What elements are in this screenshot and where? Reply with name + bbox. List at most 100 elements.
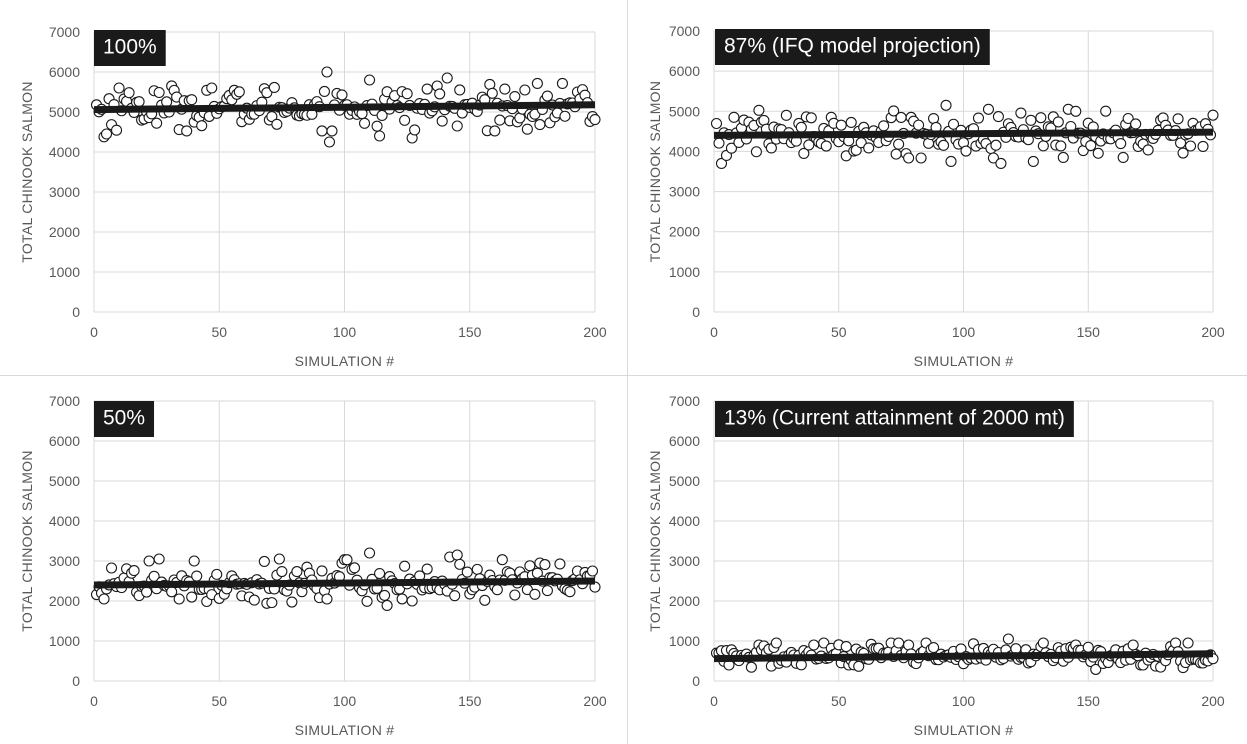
data-point: [878, 120, 890, 132]
data-point: [191, 570, 203, 582]
data-point: [276, 565, 288, 578]
data-point: [363, 74, 376, 86]
data-point: [374, 567, 386, 580]
x-tick-label: 0: [90, 324, 98, 340]
data-point: [725, 142, 738, 154]
data-point: [539, 559, 551, 571]
y-tick-label: 4000: [669, 513, 700, 529]
data-point: [940, 99, 952, 111]
data-point: [1052, 116, 1064, 128]
data-point: [982, 103, 995, 115]
data-point: [434, 88, 446, 100]
scatter-chart-svg: 0 1000 2000 3000 4000 5000 6000 7000 0 50 100 150 20…: [647, 393, 1225, 738]
y-axis-title: TOTAL CHINOOK SALMON: [647, 450, 663, 632]
data-point: [286, 596, 298, 608]
y-tick-label: 7000: [49, 393, 80, 409]
data-point: [1090, 663, 1102, 675]
data-point: [1122, 112, 1134, 125]
data-point: [123, 87, 135, 99]
data-point: [589, 113, 601, 126]
data-point: [361, 595, 373, 607]
x-tick-label: 0: [710, 693, 718, 709]
data-point: [987, 152, 999, 164]
data-point: [534, 119, 546, 131]
data-point: [1057, 151, 1069, 164]
x-tick-label: 150: [458, 693, 482, 709]
x-axis-title: SIMULATION #: [295, 353, 395, 369]
data-point: [273, 553, 285, 565]
data-point: [181, 125, 193, 137]
data-point: [1035, 112, 1047, 124]
data-point: [840, 641, 852, 653]
data-point: [888, 105, 900, 117]
data-point: [491, 584, 503, 596]
data-point: [541, 90, 553, 102]
data-point: [713, 137, 725, 149]
data-point: [153, 553, 165, 565]
data-point: [863, 142, 875, 154]
data-point: [321, 66, 333, 78]
data-point: [1115, 137, 1127, 150]
data-point: [1092, 147, 1104, 159]
data-point: [421, 83, 433, 95]
data-point: [519, 84, 531, 96]
data-point: [143, 555, 155, 567]
data-point: [141, 586, 153, 598]
data-point: [1184, 140, 1197, 152]
data-point: [745, 661, 757, 673]
y-tick-label: 7000: [669, 23, 700, 39]
y-tick-label: 6000: [49, 64, 80, 80]
data-point: [151, 117, 163, 129]
data-point: [805, 112, 817, 124]
chart-panel-13-percent: 0 1000 2000 3000 4000 5000 6000 7000 0 50 100 150 20…: [628, 376, 1247, 744]
data-point: [1037, 140, 1049, 152]
data-point: [188, 555, 200, 567]
scatter-chart-svg: 0 1000 2000 3000 4000 5000 6000 7000 0 50 100 150 20…: [19, 393, 607, 738]
panel-title-background: [715, 29, 990, 65]
data-point: [1197, 140, 1209, 152]
panel-title-background: [715, 401, 1074, 437]
data-point: [753, 104, 765, 116]
data-point: [479, 594, 491, 606]
data-point: [316, 565, 328, 577]
x-tick-label: 200: [583, 324, 607, 340]
x-tick-label: 200: [1201, 324, 1225, 340]
scatter-chart-svg: 0 1000 2000 3000 4000 5000 6000 7000 0 50 100 150 20…: [19, 24, 607, 369]
y-tick-label: 4000: [49, 513, 80, 529]
data-point: [341, 554, 353, 566]
data-point: [451, 120, 463, 132]
data-point: [750, 146, 762, 158]
data-point: [454, 558, 466, 570]
data-point: [1117, 151, 1129, 163]
y-axis-title: TOTAL CHINOOK SALMON: [647, 81, 663, 263]
data-point: [376, 109, 388, 122]
data-point: [798, 147, 810, 159]
data-point: [1142, 144, 1154, 156]
y-tick-label: 5000: [49, 473, 80, 489]
data-point: [795, 659, 807, 671]
data-point: [454, 84, 466, 96]
y-tick-label: 1000: [49, 264, 80, 280]
data-point: [1025, 114, 1037, 126]
data-point: [379, 589, 391, 601]
data-point: [348, 562, 361, 574]
y-axis-title: TOTAL CHINOOK SALMON: [19, 81, 35, 263]
data-point: [399, 560, 411, 572]
data-point: [196, 120, 208, 132]
data-point: [1172, 113, 1184, 125]
data-point: [248, 594, 260, 606]
data-point: [321, 593, 333, 605]
data-point: [845, 116, 857, 129]
y-tick-label: 3000: [49, 184, 80, 200]
y-tick-label: 0: [72, 304, 80, 320]
data-point: [728, 111, 740, 123]
data-point: [1085, 139, 1097, 152]
data-point: [451, 549, 463, 561]
data-point: [436, 115, 448, 127]
x-tick-label: 0: [710, 324, 718, 340]
data-point: [318, 85, 331, 98]
data-point: [186, 591, 198, 603]
data-point: [795, 121, 807, 133]
data-point: [396, 593, 408, 605]
